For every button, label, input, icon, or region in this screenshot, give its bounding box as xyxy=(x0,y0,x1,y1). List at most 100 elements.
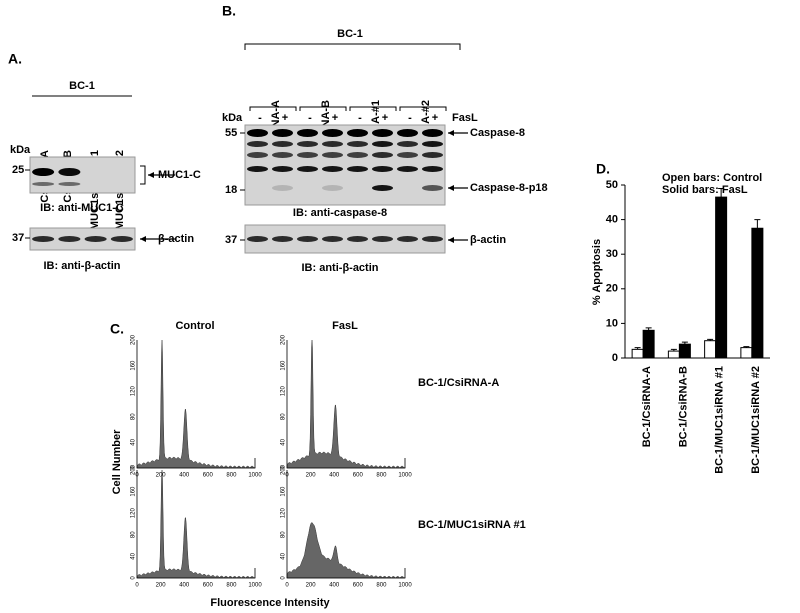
band xyxy=(422,185,443,191)
band xyxy=(84,236,107,242)
band xyxy=(322,185,343,191)
y-tick-label: 40 xyxy=(606,214,618,226)
histogram xyxy=(136,469,256,579)
kda-label: kDa xyxy=(10,144,31,156)
y-tick-label: 0 xyxy=(612,352,618,364)
histogram xyxy=(136,339,256,469)
hist-y-tick: 40 xyxy=(131,438,137,445)
band xyxy=(272,236,293,242)
band xyxy=(347,129,368,137)
hist-y-tick: 80 xyxy=(281,413,287,420)
panel-label: D. xyxy=(596,161,610,177)
error-bar xyxy=(634,347,641,350)
band xyxy=(397,141,418,147)
band xyxy=(422,141,443,147)
hist-x-tick: 600 xyxy=(353,473,364,479)
hist-x-tick: 800 xyxy=(376,473,387,479)
legend-entry: Open bars: Control xyxy=(662,172,762,184)
bar xyxy=(678,343,691,359)
band xyxy=(347,236,368,242)
treatment-sign: + xyxy=(282,112,288,124)
band xyxy=(110,236,133,242)
hist-x-tick: 400 xyxy=(329,473,340,479)
band xyxy=(297,166,318,172)
panel-label: A. xyxy=(8,51,22,67)
band xyxy=(297,141,318,147)
hist-y-tick: 80 xyxy=(131,531,137,538)
row-label: BC-1/CsiRNA-A xyxy=(418,377,499,389)
y-tick-label: 10 xyxy=(606,317,618,329)
group-label: BC-1 xyxy=(337,28,363,40)
axis-title: Cell Number xyxy=(111,429,123,495)
band xyxy=(397,152,418,158)
blot-label: IB: anti-caspase-8 xyxy=(293,207,387,219)
histogram-axes xyxy=(286,470,406,579)
row-label: BC-1/MUC1siRNA #1 xyxy=(418,519,526,531)
error-bar xyxy=(707,338,714,341)
hist-y-tick: 40 xyxy=(281,438,287,445)
hist-y-tick: 160 xyxy=(281,486,287,497)
hist-y-tick: 0 xyxy=(131,466,137,470)
hist-y-tick: 200 xyxy=(131,464,137,475)
treatment-sign: - xyxy=(358,112,362,124)
band xyxy=(372,166,393,172)
hist-x-tick: 1000 xyxy=(398,473,412,479)
error-bar xyxy=(754,219,761,229)
hist-y-tick: 80 xyxy=(281,531,287,538)
band xyxy=(372,185,393,191)
band xyxy=(347,166,368,172)
treatment-sign: - xyxy=(408,112,412,124)
band xyxy=(322,236,343,242)
hist-y-tick: 0 xyxy=(281,576,287,580)
arrow-head xyxy=(448,185,454,191)
band xyxy=(32,168,55,176)
marker: 55 xyxy=(225,127,237,139)
hist-x-tick: 200 xyxy=(156,583,167,589)
band xyxy=(322,141,343,147)
arrow-head xyxy=(448,237,454,243)
hist-x-tick: 800 xyxy=(376,583,387,589)
hist-y-tick: 160 xyxy=(131,360,137,371)
band xyxy=(347,141,368,147)
treatment-sign: + xyxy=(432,112,438,124)
blot xyxy=(244,124,446,206)
panel-label: B. xyxy=(222,3,236,19)
hist-y-tick: 200 xyxy=(281,464,287,475)
hist-x-tick: 600 xyxy=(203,583,214,589)
hist-x-tick: 1000 xyxy=(248,583,262,589)
hist-x-tick: 600 xyxy=(353,583,364,589)
column-label: FasL xyxy=(332,320,358,332)
hist-y-tick: 0 xyxy=(131,576,137,580)
hist-x-tick: 0 xyxy=(135,583,139,589)
histogram xyxy=(286,522,406,579)
bracket xyxy=(299,106,347,111)
group-label: BC-1 xyxy=(69,80,95,92)
target-label: MUC1-C xyxy=(158,169,201,181)
band xyxy=(347,152,368,158)
bar xyxy=(704,340,717,359)
panel-label: C. xyxy=(110,321,124,337)
bracket xyxy=(399,106,447,111)
blot xyxy=(29,227,136,251)
band xyxy=(422,236,443,242)
band xyxy=(247,152,268,158)
axis-title: Fluorescence Intensity xyxy=(210,597,330,609)
bracket xyxy=(244,43,461,50)
band xyxy=(247,129,268,137)
target-label: β-actin xyxy=(470,234,506,246)
bracket xyxy=(140,165,146,185)
band xyxy=(422,152,443,158)
arrow-head xyxy=(148,172,154,178)
marker: 25 xyxy=(12,164,24,176)
treatment-sign: - xyxy=(308,112,312,124)
hist-y-tick: 40 xyxy=(281,552,287,559)
band xyxy=(272,185,293,191)
blot-label: IB: anti-β-actin xyxy=(44,260,121,272)
hist-y-tick: 160 xyxy=(131,486,137,497)
bar xyxy=(642,329,655,359)
hist-x-tick: 200 xyxy=(156,473,167,479)
hist-x-tick: 800 xyxy=(226,473,237,479)
column-label: Control xyxy=(175,320,214,332)
x-tick-label: BC-1/CsiRNA-B xyxy=(677,366,689,447)
